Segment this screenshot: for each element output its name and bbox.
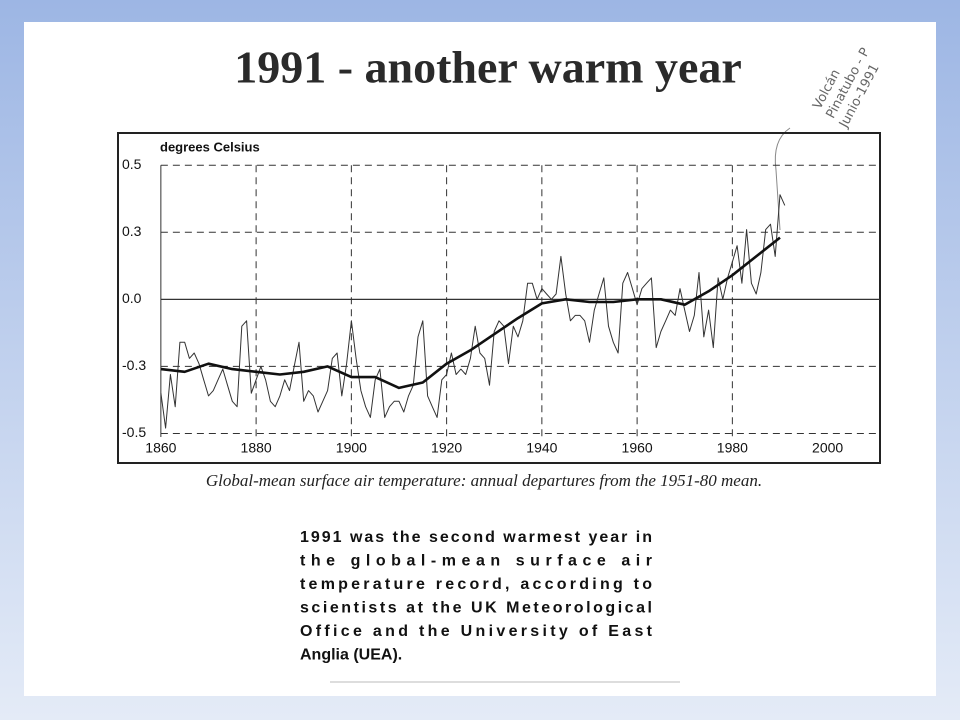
note-arrow (774, 127, 791, 231)
chart-frame (117, 132, 881, 464)
body-line: temperature record, according to (300, 576, 652, 593)
body-line: 1991 was the second warmest year in (300, 529, 652, 546)
smoothed-line (160, 236, 781, 390)
x-tick-label: 1940 (526, 440, 557, 456)
y-tick-label: 0.5 (122, 156, 142, 172)
y-tick-label: 0.0 (122, 290, 142, 306)
x-tick-label: 1920 (431, 440, 462, 456)
y-tick-label: 0.3 (122, 223, 142, 239)
x-tick-label: 1860 (145, 440, 176, 456)
caption: Global-mean surface air temperature: ann… (206, 471, 762, 490)
x-tick-label: 2000 (812, 440, 843, 456)
y-axis-label: degrees Celsius (160, 139, 260, 154)
body-line: Anglia (UEA). (300, 647, 402, 664)
body-line: Office and the University of East (300, 623, 653, 640)
body-line: scientists at the UK Meteorological (300, 600, 652, 617)
annual-line (160, 194, 786, 429)
x-tick-label: 1880 (241, 440, 272, 456)
page (24, 22, 936, 696)
y-tick-label: -0.3 (122, 357, 146, 373)
x-tick-label: 1980 (717, 440, 748, 456)
x-tick-label: 1960 (622, 440, 653, 456)
body-line: the global-mean surface air (300, 553, 652, 570)
x-tick-label: 1900 (336, 440, 367, 456)
y-tick-label: -0.5 (122, 424, 146, 440)
title: 1991 - another warm year (234, 42, 742, 93)
